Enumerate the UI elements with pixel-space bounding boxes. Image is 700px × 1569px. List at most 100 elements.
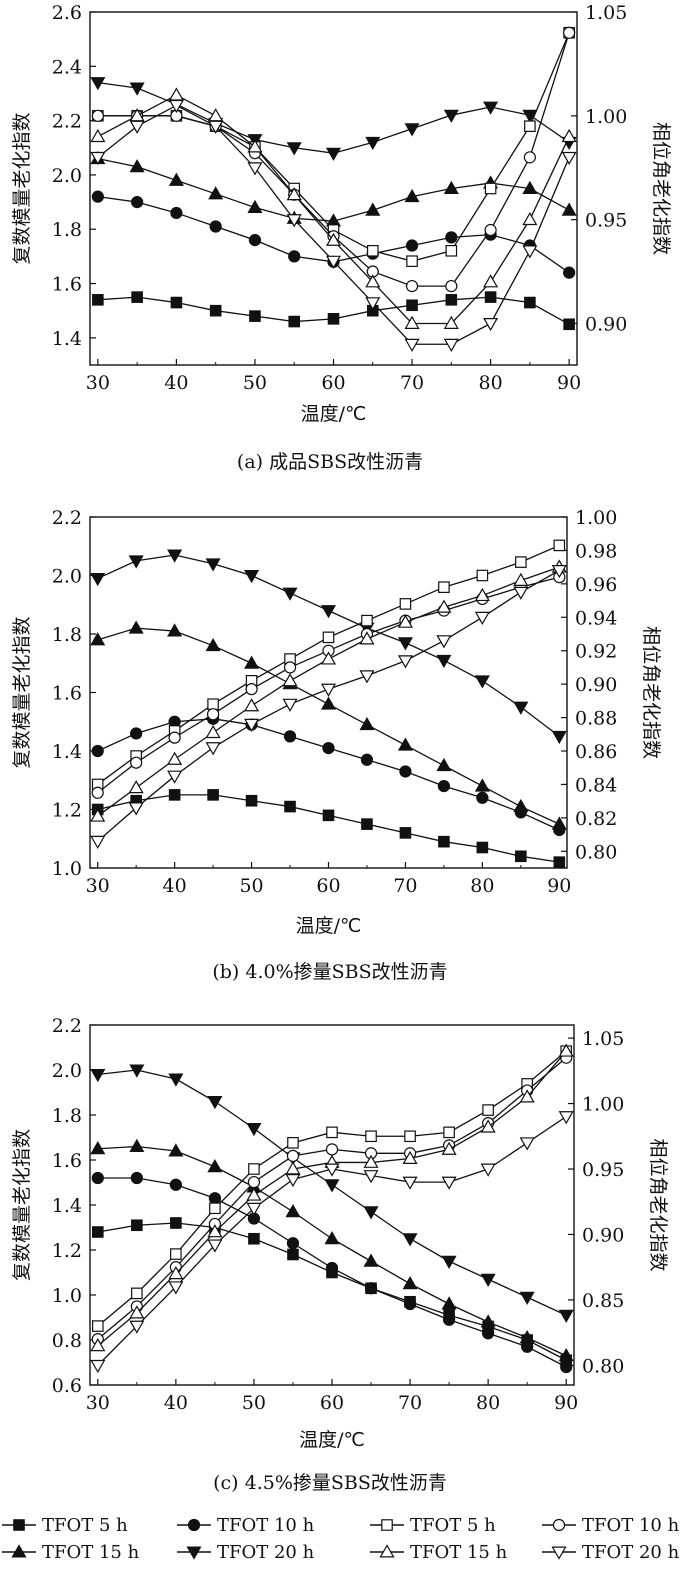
x-axis-label: 温度/℃ bbox=[296, 915, 362, 937]
data-point bbox=[90, 77, 106, 91]
data-point bbox=[129, 1064, 145, 1078]
data-point bbox=[244, 698, 260, 712]
series-line bbox=[97, 81, 570, 154]
data-point bbox=[474, 611, 490, 625]
data-point bbox=[563, 318, 575, 331]
data-point bbox=[284, 800, 296, 813]
data-point bbox=[563, 266, 576, 279]
y-tick-label: 2.2 bbox=[52, 1015, 82, 1037]
series-tfot-10-h-phase bbox=[91, 1051, 573, 1346]
data-point bbox=[399, 598, 412, 610]
y-tick-label: 1.8 bbox=[52, 1105, 82, 1127]
data-point bbox=[402, 1176, 418, 1190]
y-tick-label: 2.0 bbox=[52, 165, 82, 187]
y-axis-label: 复数模量老化指数 bbox=[11, 616, 33, 768]
data-point bbox=[322, 631, 335, 644]
data-point bbox=[558, 1309, 574, 1323]
data-point bbox=[283, 730, 297, 743]
y-tick-label: 1.6 bbox=[52, 1150, 82, 1172]
x-tick-label: 40 bbox=[164, 1392, 188, 1414]
y2-tick-label: 1.05 bbox=[582, 1028, 624, 1050]
data-point bbox=[246, 1202, 262, 1216]
data-point bbox=[168, 1143, 184, 1157]
series-tfot-5-h-phase bbox=[91, 539, 566, 791]
data-point bbox=[207, 1159, 223, 1173]
data-point bbox=[443, 109, 459, 123]
data-point bbox=[207, 789, 219, 801]
series-tfot-20-h-modulus bbox=[90, 1064, 574, 1323]
data-point bbox=[248, 233, 262, 247]
data-point bbox=[399, 827, 412, 839]
y-tick-label: 1.2 bbox=[52, 800, 82, 822]
data-point bbox=[90, 128, 106, 143]
series-tfot-20-h-phase bbox=[90, 99, 577, 352]
x-tick-label: 50 bbox=[239, 875, 263, 897]
legend-item: TFOT 15 h bbox=[370, 1542, 508, 1563]
y-tick-label: 1.4 bbox=[52, 741, 82, 763]
data-point bbox=[205, 742, 221, 756]
data-point bbox=[359, 631, 375, 645]
y-axis-label: 复数模量老化指数 bbox=[11, 112, 33, 264]
data-point bbox=[558, 1111, 574, 1125]
series-tfot-20-h-modulus bbox=[90, 77, 577, 161]
y-tick-label: 1.4 bbox=[52, 1195, 82, 1217]
data-point bbox=[129, 159, 145, 173]
data-point bbox=[205, 637, 221, 652]
data-point bbox=[167, 623, 183, 637]
y-tick-label: 2.6 bbox=[52, 2, 82, 24]
y-tick-label: 0.8 bbox=[52, 1330, 82, 1352]
series-tfot-15-h-modulus bbox=[90, 620, 567, 830]
data-point bbox=[208, 1192, 222, 1205]
data-point bbox=[365, 202, 381, 216]
data-point bbox=[208, 120, 224, 134]
data-point bbox=[441, 1255, 457, 1269]
legend-label: TFOT 10 h bbox=[582, 1515, 680, 1536]
legend-marker-square-icon bbox=[13, 1519, 25, 1531]
legend: TFOT 5 h TFOT 10 h TFOT 5 h TFOT 10 h TFOT 1… bbox=[2, 1515, 680, 1563]
data-point bbox=[563, 26, 576, 39]
data-point bbox=[561, 151, 577, 166]
data-point bbox=[90, 1141, 106, 1155]
series-tfot-5-h-phase bbox=[92, 1045, 572, 1332]
y-tick-label: 2.0 bbox=[52, 566, 82, 588]
data-point bbox=[483, 317, 499, 332]
y2-axis-label: 相位角老化指数 bbox=[650, 122, 672, 255]
y2-tick-label: 0.98 bbox=[575, 540, 617, 562]
legend-label: TFOT 5 h bbox=[42, 1515, 128, 1536]
y-tick-label: 2.4 bbox=[52, 56, 82, 78]
x-tick-label: 70 bbox=[400, 372, 424, 394]
data-point bbox=[287, 1248, 299, 1261]
data-point bbox=[445, 279, 458, 293]
data-point bbox=[480, 1119, 496, 1133]
data-point bbox=[167, 770, 183, 784]
data-point bbox=[436, 654, 452, 669]
chart-panel-b: 30 40 50 60 70 80 90 1.0 1.2 1.4 1.6 1.8 2.0 2.2 0.80 0… bbox=[11, 507, 662, 983]
x-tick-label: 70 bbox=[398, 1392, 422, 1414]
legend-marker-triangle-down-icon bbox=[186, 1546, 202, 1560]
data-point bbox=[553, 539, 566, 552]
data-point bbox=[365, 1130, 377, 1143]
y2-tick-label: 1.00 bbox=[582, 1094, 624, 1116]
y2-tick-label: 1.00 bbox=[575, 507, 617, 529]
data-point bbox=[167, 549, 183, 563]
data-point bbox=[436, 635, 452, 649]
data-point bbox=[129, 82, 145, 96]
x-tick-label: 50 bbox=[243, 372, 267, 394]
data-point bbox=[406, 299, 418, 312]
y2-tick-label: 0.96 bbox=[575, 574, 617, 596]
data-point bbox=[513, 701, 529, 715]
data-point bbox=[90, 1359, 106, 1374]
data-point bbox=[247, 1175, 261, 1189]
chart-caption: (b) 4.0%掺量SBS改性沥青 bbox=[212, 961, 447, 983]
data-point bbox=[168, 1073, 184, 1087]
data-point bbox=[561, 202, 577, 216]
series-line bbox=[97, 1050, 567, 1347]
legend-item: TFOT 15 h bbox=[2, 1542, 140, 1563]
data-point bbox=[360, 753, 374, 766]
y2-axis-label: 相位角老化指数 bbox=[640, 626, 662, 759]
data-point bbox=[474, 778, 490, 792]
data-point bbox=[519, 1137, 535, 1151]
data-point bbox=[90, 151, 106, 166]
data-point bbox=[92, 1320, 104, 1332]
data-point bbox=[245, 794, 258, 807]
